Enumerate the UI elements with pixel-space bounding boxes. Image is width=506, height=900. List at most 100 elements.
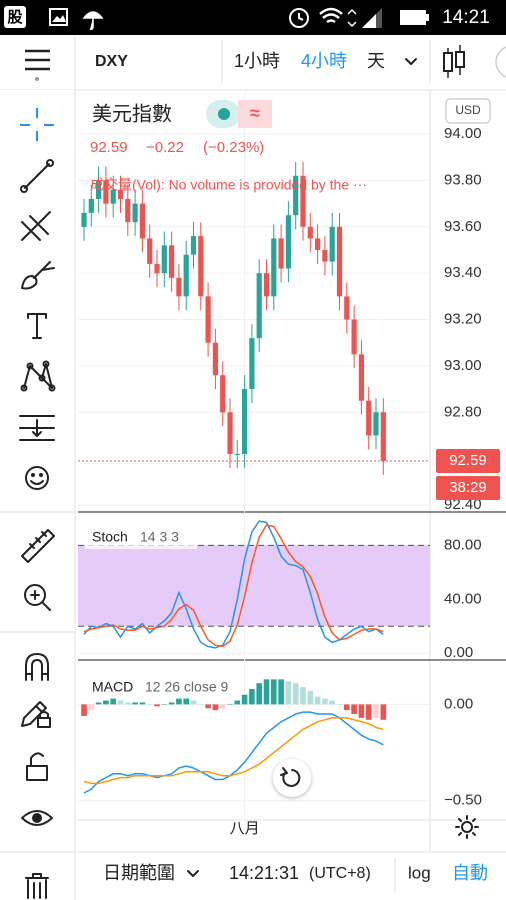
interval-dropdown[interactable] <box>405 58 417 65</box>
settings-button-part[interactable] <box>455 815 479 839</box>
settings-button-part[interactable] <box>461 821 473 833</box>
magnet-tool[interactable] <box>25 653 49 681</box>
macd-histogram-bar <box>380 704 387 720</box>
reload-button-part[interactable] <box>280 767 288 776</box>
currency-badge-part[interactable] <box>445 98 491 124</box>
status-toggle-part[interactable]: ≈ <box>250 103 260 123</box>
candle-body <box>285 215 291 269</box>
brush-tool-part[interactable] <box>21 261 55 290</box>
macd-histogram-bar <box>314 696 321 705</box>
zoom-tool[interactable] <box>24 584 51 611</box>
pattern-tool-part[interactable] <box>23 363 53 389</box>
lock-drawing-tool[interactable] <box>21 701 51 728</box>
indicator-line <box>83 717 384 785</box>
text-tool-part[interactable] <box>27 313 47 339</box>
date-range-dropdown[interactable] <box>187 870 199 877</box>
interval-option[interactable]: 天 <box>367 51 385 71</box>
trend-line-tool-part[interactable] <box>20 185 28 193</box>
pattern-tool-part[interactable] <box>38 374 46 382</box>
prediction-tool-part[interactable] <box>19 415 55 441</box>
candle-body <box>263 273 270 297</box>
status-bar: 股 14:21 <box>0 0 506 35</box>
pattern-tool-part[interactable] <box>48 384 56 392</box>
ruler-tool[interactable] <box>21 529 55 563</box>
reload-button-part[interactable] <box>282 769 301 787</box>
prediction-tool[interactable] <box>19 415 55 441</box>
unlock-tool[interactable] <box>26 752 48 781</box>
visibility-tool-part[interactable] <box>21 810 53 826</box>
icon-tool-part[interactable] <box>25 466 49 490</box>
stoch-legend: Stoch 14 3 3 <box>85 527 197 549</box>
data-layer: 94.00 93.80 93.60 93.40 93.20 93.00 92.80 92.40… <box>78 125 500 837</box>
candle-body <box>220 375 226 413</box>
timezone[interactable]: (UTC+8) <box>309 865 371 882</box>
visibility-tool[interactable] <box>21 810 53 826</box>
more-button[interactable] <box>495 46 506 78</box>
y-tick-label: 93.60 <box>444 218 482 235</box>
text-tool[interactable] <box>27 313 47 339</box>
icon-tool-part[interactable] <box>30 480 44 485</box>
pattern-tool-part[interactable] <box>42 360 50 368</box>
status-toggle-part[interactable] <box>250 100 272 128</box>
interval-option[interactable]: 1小時 <box>234 51 280 71</box>
zoom-tool-part[interactable] <box>30 590 51 611</box>
macd-histogram-bar <box>234 700 241 705</box>
settings-button[interactable] <box>455 815 479 839</box>
macd-histogram-bar <box>103 700 109 705</box>
candle-body <box>212 342 218 376</box>
delete-tool[interactable] <box>25 873 49 899</box>
pattern-tool-part[interactable] <box>20 384 28 392</box>
chart-type-button-part[interactable] <box>443 52 453 72</box>
unlock-tool-part[interactable] <box>26 765 48 781</box>
magnet-tool-part[interactable] <box>25 653 49 681</box>
macd-histogram-bar <box>146 704 153 705</box>
unlock-tool-part[interactable] <box>30 752 44 767</box>
interval-option[interactable]: 4小時 <box>301 51 347 71</box>
zoom-tool-part[interactable] <box>24 584 46 606</box>
chart-type-button[interactable] <box>443 45 465 78</box>
lock-drawing-tool-part[interactable] <box>39 711 49 719</box>
chart-type-button-part[interactable] <box>455 51 465 68</box>
crosshair-tool[interactable] <box>20 108 54 141</box>
macd-histogram-bar <box>81 704 87 716</box>
pitchfork-tool[interactable] <box>21 211 51 241</box>
ruler-tool-part[interactable] <box>21 529 55 563</box>
brush-tool[interactable] <box>21 261 55 290</box>
date-range-button[interactable]: 日期範圍 <box>103 863 175 883</box>
symbol[interactable]: DXY <box>95 53 128 70</box>
menu-button[interactable] <box>25 49 50 81</box>
trend-line-tool-part[interactable] <box>24 163 50 189</box>
icon-tool-part[interactable] <box>39 473 43 477</box>
candle-body <box>344 296 350 320</box>
auto-toggle[interactable]: 自動 <box>452 863 488 883</box>
candle-body <box>110 189 116 204</box>
visibility-tool-part[interactable] <box>32 813 42 823</box>
candle-body <box>183 254 189 297</box>
status-toggle-part[interactable] <box>218 108 230 120</box>
trend-line-tool[interactable] <box>20 159 54 193</box>
pattern-tool[interactable] <box>20 360 56 392</box>
menu-button-part[interactable] <box>35 77 39 81</box>
trend-line-tool-part[interactable] <box>46 159 54 167</box>
candle-body <box>329 226 335 262</box>
macd-histogram-bar <box>198 704 204 705</box>
log-toggle[interactable]: log <box>408 863 431 882</box>
icon-tool-part[interactable] <box>31 473 35 477</box>
pitchfork-tool-part[interactable] <box>21 211 51 241</box>
reload-button-part[interactable] <box>273 759 311 797</box>
menu-button-part[interactable] <box>25 49 50 71</box>
status-toggle[interactable]: ≈ <box>206 100 272 128</box>
pattern-tool-part[interactable] <box>26 362 34 370</box>
candle-body <box>322 249 328 262</box>
macd-histogram-bar <box>241 694 248 705</box>
y-tick-label: 92.40 <box>444 496 482 513</box>
currency-badge[interactable]: USD <box>445 98 491 124</box>
reload-button[interactable] <box>273 759 311 797</box>
crosshair-tool-part[interactable] <box>20 108 54 141</box>
delete-tool-part[interactable] <box>25 873 49 899</box>
lock-drawing-tool-part[interactable] <box>21 701 47 727</box>
icon-tool[interactable] <box>25 466 49 490</box>
last-price: 92.59 <box>90 139 128 156</box>
lock-drawing-tool-part[interactable] <box>37 717 51 728</box>
stoch-params: 14 3 3 <box>140 529 179 545</box>
